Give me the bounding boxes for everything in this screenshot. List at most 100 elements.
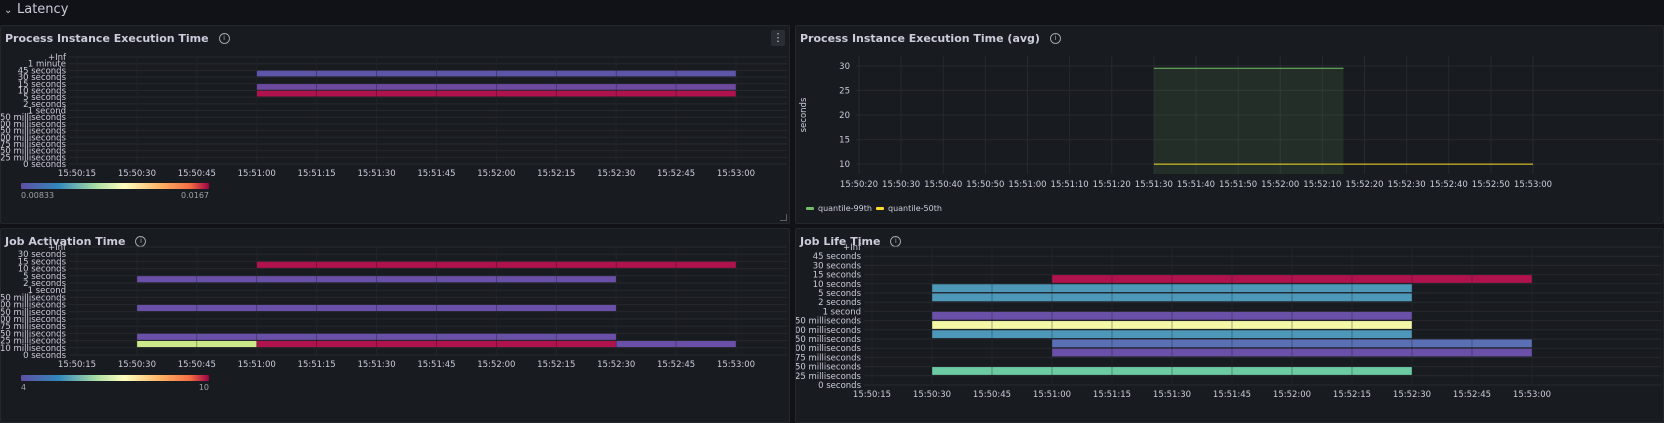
y-tick-label: 50 milliseconds: [796, 363, 862, 373]
color-scale-min: 0.00833: [21, 191, 54, 200]
y-tick-label: 2 seconds: [818, 298, 861, 308]
x-tick-label: 15:52:30: [597, 360, 635, 370]
x-tick-label: 15:51:30: [1135, 180, 1173, 190]
y-tick-label: 15 seconds: [18, 80, 67, 90]
x-tick-label: 15:53:00: [717, 360, 755, 370]
x-tick-label: 15:50:45: [178, 360, 216, 370]
x-tick-label: 15:50:50: [966, 180, 1004, 190]
panel-menu-icon[interactable]: ⋮: [771, 30, 785, 46]
color-scale-bar: [21, 183, 209, 189]
x-tick-label: 15:53:00: [1514, 180, 1552, 190]
x-tick-label: 15:51:20: [1093, 180, 1131, 190]
y-tick-label: 2 seconds: [23, 279, 66, 289]
y-tick-label: 75 milliseconds: [1, 322, 67, 332]
x-tick-label: 15:51:30: [357, 169, 395, 179]
y-tick-label: 500 milliseconds: [1, 301, 67, 311]
x-tick-label: 15:51:30: [1153, 390, 1191, 400]
x-tick-label: 15:50:20: [840, 180, 878, 190]
y-tick-label: 100 milliseconds: [1, 133, 67, 143]
panel-title-text: Job Activation Time: [5, 235, 126, 248]
x-tick-label: 15:52:20: [1345, 180, 1383, 190]
x-tick-label: 15:51:15: [298, 169, 336, 179]
line-chart: 10 15 20 25 30 15:50:20 15:50:30 15:50:40 15:50:…: [799, 56, 1663, 190]
y-tick-label: 5 seconds: [23, 93, 66, 103]
legend-item[interactable]: quantile-99th: [806, 204, 872, 213]
y-tick-label: 75 milliseconds: [796, 353, 862, 363]
y-tick-label: 45 seconds: [18, 66, 67, 76]
y-tick-label: 1 minute: [28, 60, 66, 70]
y-tick-label: 15 seconds: [18, 257, 67, 267]
panel-title: Job Activation Time i: [5, 235, 147, 248]
y-tick-label: 10 seconds: [18, 86, 67, 96]
y-tick-label: 0 seconds: [818, 381, 861, 391]
y-tick-label: 30 seconds: [18, 73, 67, 83]
x-tick-label: 15:52:40: [1430, 180, 1468, 190]
y-tick-label: 5 seconds: [23, 272, 66, 282]
series-area: [1153, 68, 1344, 174]
y-tick-label: 1 second: [823, 307, 861, 317]
color-scale-max: 0.0167: [181, 191, 209, 200]
y-tick-label: 1 second: [28, 107, 66, 117]
y-tick-label: 100 milliseconds: [1, 315, 67, 325]
y-tick-label: 5 seconds: [818, 289, 861, 299]
y-tick-label: 25 milliseconds: [796, 372, 862, 382]
y-tick-label: 50 milliseconds: [1, 147, 67, 157]
legend-item[interactable]: quantile-50th: [876, 204, 942, 213]
resize-handle-icon[interactable]: [780, 214, 787, 221]
x-tick-label: 15:52:45: [657, 169, 695, 179]
x-tick-label: 15:52:45: [657, 360, 695, 370]
x-tick-label: 15:50:15: [853, 390, 891, 400]
panel-title: Process Instance Execution Time i: [5, 32, 230, 45]
x-tick-label: 15:51:00: [1008, 180, 1046, 190]
x-tick-label: 15:52:15: [537, 360, 575, 370]
info-icon[interactable]: i: [218, 33, 230, 44]
y-tick-label: 15: [839, 136, 850, 146]
x-tick-label: 15:52:10: [1303, 180, 1341, 190]
y-tick-label: 10 seconds: [813, 280, 862, 290]
y-tick-label: 30 seconds: [18, 250, 67, 260]
x-tick-label: 15:50:30: [913, 390, 951, 400]
y-tick-label: 500 milliseconds: [796, 326, 862, 336]
row-header-latency[interactable]: ⌄ Latency: [0, 0, 1664, 20]
y-tick-label: 10: [839, 160, 850, 170]
x-tick-label: 15:51:00: [238, 360, 276, 370]
y-tick-label: 250 milliseconds: [1, 127, 67, 137]
x-tick-label: 15:51:10: [1051, 180, 1089, 190]
x-tick-label: 15:52:00: [1273, 390, 1311, 400]
x-tick-label: 15:52:00: [1261, 180, 1299, 190]
y-tick-label: 75 milliseconds: [1, 140, 67, 150]
x-tick-label: 15:50:45: [973, 390, 1011, 400]
panel-job-activation-time: Job Activation Time i 0 seconds 10 millis…: [0, 228, 790, 423]
legend-label: quantile-99th: [818, 204, 872, 213]
panel-title-text: Job Life Time: [800, 235, 881, 248]
x-tick-label: 15:52:00: [477, 360, 515, 370]
x-tick-label: 15:51:15: [298, 360, 336, 370]
color-scale-min: 4: [21, 383, 26, 392]
y-tick-label: 10 seconds: [18, 265, 67, 275]
x-tick-label: 15:50:30: [118, 169, 156, 179]
legend-label: quantile-50th: [888, 204, 942, 213]
y-tick-label: 25: [839, 86, 850, 96]
panel-title: Process Instance Execution Time (avg) i: [800, 32, 1061, 45]
y-tick-label: 15 seconds: [813, 271, 862, 281]
y-tick-label: 250 milliseconds: [1, 308, 67, 318]
x-tick-label: 15:50:15: [58, 360, 96, 370]
info-icon[interactable]: i: [1049, 33, 1061, 44]
panel-title-text: Process Instance Execution Time (avg): [800, 32, 1040, 45]
panel-title-text: Process Instance Execution Time: [5, 32, 209, 45]
x-tick-label: 15:53:00: [1513, 390, 1551, 400]
panel-job-life-time: Job Life Time i 0 seconds 25 milliseconds…: [795, 228, 1664, 423]
x-tick-label: 15:51:45: [417, 169, 455, 179]
x-tick-label: 15:52:30: [597, 169, 635, 179]
legend-swatch: [876, 207, 884, 210]
x-tick-label: 15:51:50: [1219, 180, 1257, 190]
legend-swatch: [806, 207, 814, 210]
y-tick-label: 2 seconds: [23, 100, 66, 110]
x-tick-label: 15:51:00: [1033, 390, 1071, 400]
chevron-down-icon[interactable]: ⌄: [4, 5, 13, 16]
x-tick-label: 15:52:30: [1388, 180, 1426, 190]
x-tick-label: 15:52:00: [477, 169, 515, 179]
x-tick-label: 15:50:30: [882, 180, 920, 190]
